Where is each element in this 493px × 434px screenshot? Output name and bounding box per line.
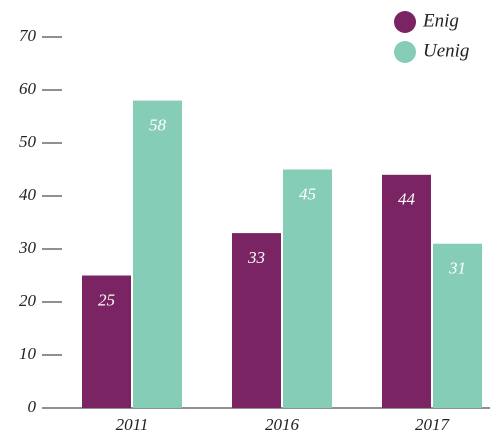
bar — [433, 243, 482, 408]
bar — [283, 169, 332, 408]
bar — [133, 100, 182, 408]
y-tick-label: 30 — [18, 238, 37, 257]
x-tick-label: 2017 — [415, 415, 451, 434]
x-tick-label: 2011 — [116, 415, 149, 434]
x-tick-label: 2016 — [265, 415, 300, 434]
y-tick-label: 10 — [19, 344, 37, 363]
value-label: 45 — [299, 184, 316, 203]
y-tick-label: 20 — [19, 291, 37, 310]
legend-label: Enig — [422, 10, 459, 31]
y-tick-label: 40 — [19, 185, 37, 204]
value-label: 58 — [149, 116, 167, 135]
y-tick-label: 70 — [19, 26, 37, 45]
value-label: 25 — [98, 290, 115, 309]
value-label: 31 — [448, 259, 466, 278]
value-label: 33 — [247, 248, 265, 267]
legend-label: Uenig — [423, 40, 469, 61]
legend-swatch — [394, 41, 416, 63]
value-label: 44 — [398, 190, 416, 209]
bar — [82, 275, 131, 408]
bar — [382, 174, 431, 408]
legend-swatch — [394, 11, 416, 33]
y-tick-label: 0 — [28, 397, 37, 416]
y-tick-label: 50 — [19, 132, 37, 151]
y-tick-label: 60 — [19, 79, 37, 98]
bar — [232, 233, 281, 408]
